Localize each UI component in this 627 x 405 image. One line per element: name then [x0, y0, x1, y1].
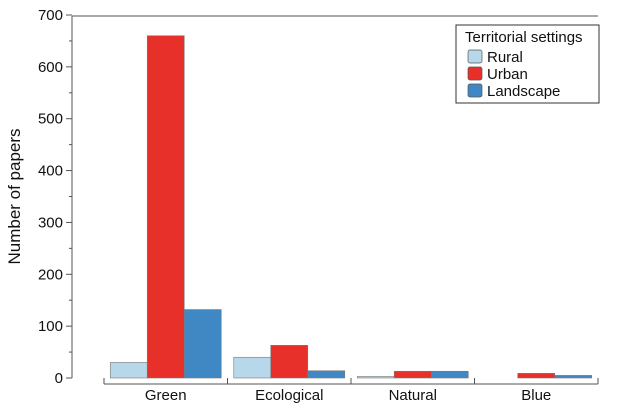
- legend-title: Territorial settings: [465, 29, 583, 46]
- x-tick-label: Green: [145, 387, 187, 404]
- y-tick-label: 700: [38, 7, 63, 24]
- y-tick-label: 500: [38, 111, 63, 128]
- bar-urban-blue: [517, 373, 556, 379]
- legend-label-rural: Rural: [487, 49, 523, 66]
- x-tick-label: Ecological: [255, 387, 323, 404]
- y-tick-label: 600: [38, 59, 63, 76]
- bar-landscape-natural: [430, 370, 469, 379]
- legend-swatch-landscape: [467, 83, 483, 98]
- legend-label-landscape: Landscape: [487, 83, 560, 100]
- bar-landscape-green: [183, 309, 222, 379]
- bar-rural-green: [109, 362, 148, 379]
- bar-landscape-ecological: [307, 370, 346, 379]
- x-tick-label: Natural: [389, 387, 437, 404]
- x-tick-label: Blue: [521, 387, 551, 404]
- legend-swatch-urban: [467, 66, 483, 81]
- legend-swatch-rural: [467, 49, 483, 64]
- y-tick-label: 300: [38, 214, 63, 231]
- bar-rural-ecological: [233, 356, 272, 379]
- plot-area: 0 100 200 300 400 500 600 700 Green Ecological Nat…: [38, 7, 599, 404]
- y-tick-label: 400: [38, 163, 63, 180]
- y-axis-label: Number of papers: [5, 128, 24, 264]
- legend-label-urban: Urban: [487, 66, 528, 83]
- y-tick-label: 0: [55, 370, 63, 387]
- bar-urban-ecological: [270, 345, 309, 379]
- y-tick-label: 200: [38, 266, 63, 283]
- bar-urban-green: [146, 35, 185, 379]
- bar-rural-natural: [356, 376, 395, 379]
- bar-urban-natural: [393, 370, 432, 379]
- y-tick-label: 100: [38, 318, 63, 335]
- bar-landscape-blue: [554, 375, 593, 379]
